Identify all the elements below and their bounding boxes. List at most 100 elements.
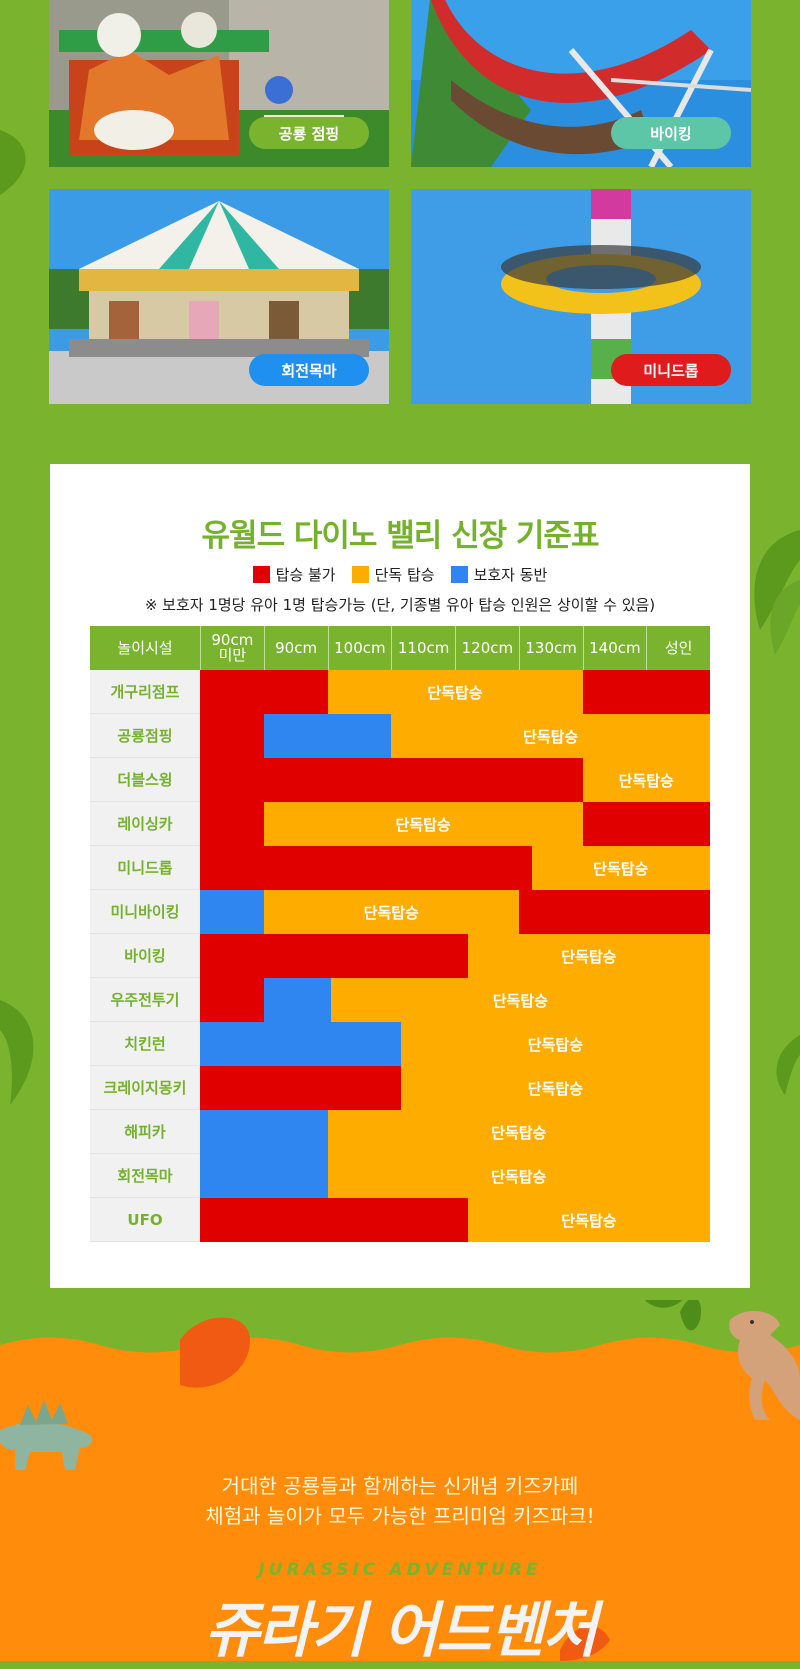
height-segment-no <box>200 714 264 758</box>
table-row: 개구리점프 단독탑승 <box>90 670 710 714</box>
legend-label: 탑승 불가 <box>275 566 336 584</box>
height-segment-solo: 단독탑승 <box>263 802 583 846</box>
ride-card-dino-jumping[interactable]: 공룡 점핑 <box>49 0 389 167</box>
table-row: 더블스윙 단독탑승 <box>90 758 710 802</box>
header-height-column: 90cm <box>263 626 328 670</box>
footer-tagline-1: 거대한 공룡들과 함께하는 신개념 키즈카페 <box>221 1474 579 1498</box>
height-segment-guardian <box>200 1154 328 1198</box>
ride-card-mini-drop[interactable]: 미니드롭 <box>411 189 751 404</box>
ride-name-cell: 회전목마 <box>90 1154 200 1198</box>
ride-card-viking[interactable]: 바이킹 <box>411 0 751 167</box>
height-segment-solo: 단독탑승 <box>467 1198 710 1242</box>
height-segment-guardian <box>263 978 331 1022</box>
palm-leaf-decoration-left <box>0 1000 34 1105</box>
leaf-icon <box>560 1626 610 1661</box>
footer-tagline-2: 체험과 놀이가 모두 가능한 프리미엄 키즈파크! <box>205 1504 595 1528</box>
ride-name-cell: 우주전투기 <box>90 978 200 1022</box>
height-segment-no <box>200 978 264 1022</box>
trex-dinosaur-icon <box>729 1310 800 1420</box>
rides-gallery: 공룡 점핑 바이킹 회전목마 <box>0 0 800 420</box>
height-segment-no <box>582 670 710 714</box>
table-row: 레이싱카 단독탑승 <box>90 802 710 846</box>
ride-name-cell: 공룡점핑 <box>90 714 200 758</box>
height-segment-solo: 단독탑승 <box>400 1066 710 1110</box>
ride-badge: 바이킹 <box>611 117 731 149</box>
chart-note: ※ 보호자 1명당 유아 1명 탑승가능 (단, 기종별 유아 탑승 인원은 상… <box>144 596 656 614</box>
height-segment-solo: 단독탑승 <box>400 1022 710 1066</box>
ride-name-cell: 크레이지몽키 <box>90 1066 200 1110</box>
table-row: 해피카 단독탑승 <box>90 1110 710 1154</box>
leaf-icon <box>680 1300 701 1331</box>
leaf-decoration-left <box>0 130 26 195</box>
height-segment-solo: 단독탑승 <box>327 670 583 714</box>
header-height-column: 100cm <box>327 626 392 670</box>
palm-leaf-decoration-right <box>754 530 800 655</box>
height-segment-guardian <box>200 890 264 934</box>
height-segment-guardian <box>200 1110 328 1154</box>
ride-name-cell: 미니드롭 <box>90 846 200 890</box>
ride-name-cell: 미니바이킹 <box>90 890 200 934</box>
legend-swatch <box>351 566 369 583</box>
ride-card-carousel[interactable]: 회전목마 <box>49 189 389 404</box>
height-chart-card: 유월드 다이노 밸리 신장 기준표 탑승 불가 단독 탑승 보호자 동반 ※ 보… <box>50 464 750 1288</box>
legend-swatch <box>450 566 468 583</box>
table-row: 크레이지몽키 단독탑승 <box>90 1066 710 1110</box>
legend-label: 단독 탑승 <box>374 566 435 584</box>
height-segment-solo: 단독탑승 <box>330 978 710 1022</box>
header-height-column: 110cm <box>391 626 455 670</box>
footer-title: 쥬라기 어드벤처 <box>204 1596 597 1666</box>
height-segment-no <box>200 1066 401 1110</box>
height-segment-solo: 단독탑승 <box>327 1154 710 1198</box>
ride-name-cell: UFO <box>90 1198 200 1242</box>
legend-swatch <box>252 566 270 583</box>
height-segment-no <box>200 1198 468 1242</box>
ride-badge: 공룡 점핑 <box>249 117 369 149</box>
legend-item-guardian: 보호자 동반 <box>450 564 548 585</box>
table-row: 공룡점핑 단독탑승 <box>90 714 710 758</box>
header-height-column: 120cm <box>455 626 519 670</box>
header-ride-column: 놀이시설 <box>117 638 173 657</box>
height-segment-no <box>200 670 328 714</box>
height-table: 놀이시설 90cm 미만 90cm 100cm 110cm 120cm 130cm 140cm… <box>90 626 710 1246</box>
ride-name-cell: 개구리점프 <box>90 670 200 714</box>
ride-name-cell: 더블스윙 <box>90 758 200 802</box>
header-height-column: 140cm <box>582 626 647 670</box>
leaf-icon <box>644 1300 683 1308</box>
ride-name-cell: 바이킹 <box>90 934 200 978</box>
height-segment-solo: 단독탑승 <box>531 846 710 890</box>
height-segment-solo: 단독탑승 <box>467 934 710 978</box>
table-row: 미니바이킹 단독탑승 <box>90 890 710 934</box>
height-segment-guardian <box>200 1022 401 1066</box>
header-height-column: 성인 <box>646 626 710 670</box>
legend-label: 보호자 동반 <box>473 566 548 584</box>
height-segment-no <box>518 890 710 934</box>
table-row: 우주전투기 단독탑승 <box>90 978 710 1022</box>
height-segment-no <box>582 802 710 846</box>
height-segment-no <box>200 846 532 890</box>
legend-item-no-ride: 탑승 불가 <box>252 564 336 585</box>
ride-badge: 회전목마 <box>249 354 369 386</box>
ride-name-cell: 치킨런 <box>90 1022 200 1066</box>
ride-name-cell: 해피카 <box>90 1110 200 1154</box>
height-segment-solo: 단독탑승 <box>327 1110 710 1154</box>
chart-legend: 탑승 불가 단독 탑승 보호자 동반 <box>50 564 750 585</box>
height-segment-no <box>200 758 583 802</box>
height-segment-no <box>200 802 264 846</box>
ride-badge: 미니드롭 <box>611 354 731 386</box>
header-height-column: 130cm <box>518 626 583 670</box>
chart-title: 유월드 다이노 밸리 신장 기준표 <box>201 518 600 554</box>
height-segment-no <box>200 934 468 978</box>
monstera-leaf-icon <box>180 1317 250 1388</box>
footer-background <box>0 1300 800 1661</box>
legend-item-solo: 단독 탑승 <box>351 564 435 585</box>
height-segment-solo: 단독탑승 <box>391 714 710 758</box>
palm-leaf-decoration-right-lower <box>776 1035 800 1095</box>
table-row: 회전목마 단독탑승 <box>90 1154 710 1198</box>
ride-name-cell: 레이싱카 <box>90 802 200 846</box>
height-segment-solo: 단독탑승 <box>263 890 519 934</box>
table-row: 바이킹 단독탑승 <box>90 934 710 978</box>
ride-photo <box>411 0 751 167</box>
stegosaurus-icon <box>0 1400 92 1470</box>
table-row: UFO 단독탑승 <box>90 1198 710 1242</box>
table-row: 미니드롭 단독탑승 <box>90 846 710 890</box>
